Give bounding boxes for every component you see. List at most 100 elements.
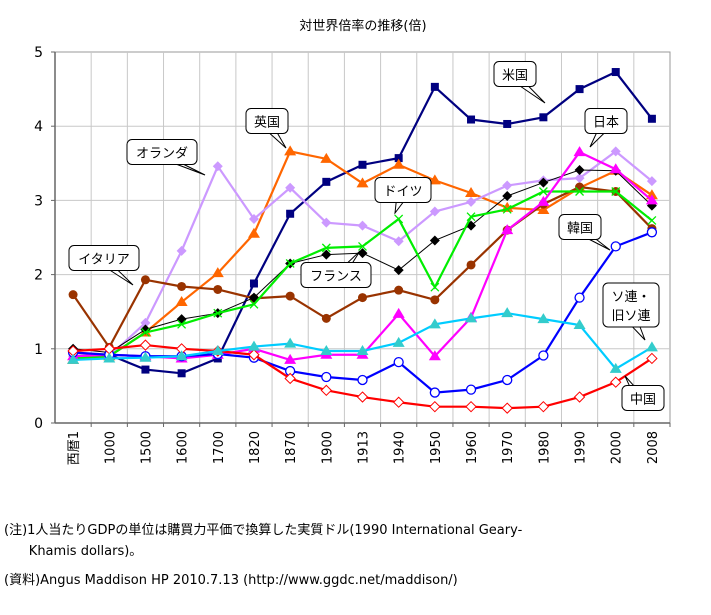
data-point — [358, 293, 367, 303]
data-point — [429, 400, 441, 413]
data-point — [139, 339, 152, 351]
callout-label: 旧ソ連 — [611, 309, 650, 324]
data-point — [429, 235, 440, 246]
x-tick-label: 1913 — [357, 431, 372, 464]
data-point — [284, 372, 296, 385]
data-point — [320, 384, 333, 397]
x-tick-label: 1970 — [501, 431, 516, 464]
data-point — [286, 209, 295, 218]
data-point — [502, 374, 513, 386]
data-point — [465, 186, 478, 197]
data-point — [502, 180, 513, 191]
x-tick-label: 1990 — [574, 431, 589, 464]
data-point — [248, 213, 259, 224]
chart-title: 対世界倍率の推移(倍) — [299, 18, 426, 34]
data-point — [176, 245, 187, 256]
data-point — [430, 295, 440, 305]
data-point — [573, 319, 586, 330]
data-point — [177, 319, 187, 329]
data-point — [247, 227, 260, 238]
data-point — [249, 299, 259, 309]
data-point — [177, 369, 186, 378]
callout-label: フランス — [310, 270, 362, 285]
x-tick-label: 1500 — [139, 431, 154, 464]
data-point — [430, 282, 440, 292]
data-point — [394, 285, 404, 295]
x-tick-label: 1960 — [465, 431, 480, 464]
data-point — [538, 350, 549, 361]
callout-イタリア: イタリア — [68, 245, 140, 286]
data-point — [502, 204, 512, 214]
data-point — [429, 387, 441, 398]
y-tick-label: 0 — [34, 416, 43, 432]
data-point — [611, 187, 621, 196]
data-point — [647, 215, 657, 225]
data-point — [501, 402, 513, 414]
callout-label: 韓国 — [567, 222, 593, 237]
data-point — [285, 259, 295, 268]
x-tick-label: 1980 — [537, 431, 552, 464]
data-point — [392, 336, 405, 347]
data-point — [320, 345, 333, 356]
data-point — [537, 313, 550, 324]
data-point — [140, 328, 150, 337]
data-point — [465, 312, 478, 323]
data-point — [467, 115, 476, 124]
x-tick-label: 1820 — [248, 431, 263, 464]
data-point — [321, 371, 332, 383]
callout-米国: 米国 — [493, 61, 546, 104]
data-point — [392, 396, 405, 408]
data-point — [538, 187, 548, 196]
data-point — [103, 352, 116, 363]
x-tick-label: 1950 — [429, 431, 444, 464]
data-point — [646, 176, 657, 187]
data-point — [211, 267, 224, 278]
data-point — [574, 173, 585, 184]
x-tick-label: 1900 — [320, 431, 335, 464]
callout-box — [68, 245, 140, 271]
data-point — [465, 384, 477, 395]
data-point — [177, 281, 187, 291]
callout-box — [245, 108, 289, 134]
data-point — [392, 158, 405, 169]
data-point — [575, 85, 584, 94]
callout-label: ドイツ — [383, 185, 422, 200]
data-point — [322, 177, 331, 186]
data-point — [573, 391, 586, 403]
callout-英国: 英国 — [245, 108, 289, 149]
y-tick-label: 3 — [34, 193, 43, 209]
data-point — [393, 357, 404, 368]
line-chart: 対世界倍率の推移(倍) 0 1 2 3 4 5 西暦1 1000 1500 1600 1700 1820… — [34, 18, 671, 465]
data-point — [394, 214, 404, 224]
data-point — [430, 82, 439, 91]
callout-label: オランダ — [136, 147, 188, 162]
data-point — [247, 340, 260, 351]
callout-label: 米国 — [502, 69, 528, 84]
data-point — [538, 177, 549, 188]
callout-ドイツ: ドイツ — [374, 177, 432, 215]
data-point — [140, 275, 150, 285]
callout-box — [493, 61, 537, 87]
data-point — [357, 374, 368, 386]
data-point — [141, 365, 150, 374]
x-tick-label: 1600 — [176, 431, 191, 464]
data-point — [285, 291, 295, 301]
data-point — [574, 292, 585, 303]
data-point — [466, 212, 476, 222]
data-point — [284, 145, 297, 156]
data-point — [501, 224, 514, 235]
data-point — [67, 353, 80, 364]
callout-box — [602, 282, 660, 328]
data-point — [609, 362, 622, 373]
data-point — [321, 249, 332, 260]
callout-box — [621, 385, 665, 411]
series-8 — [67, 339, 658, 414]
data-point — [357, 220, 368, 231]
callout-韓国: 韓国 — [558, 214, 611, 251]
footnote-unit: (注)1人当たりGDPの単位は購買力平価で換算した実質ドル(1990 Inter… — [4, 523, 523, 538]
data-point — [645, 194, 658, 205]
callout-label: 中国 — [630, 393, 656, 408]
data-point — [503, 119, 512, 128]
data-point — [175, 350, 188, 361]
data-point — [646, 352, 658, 365]
